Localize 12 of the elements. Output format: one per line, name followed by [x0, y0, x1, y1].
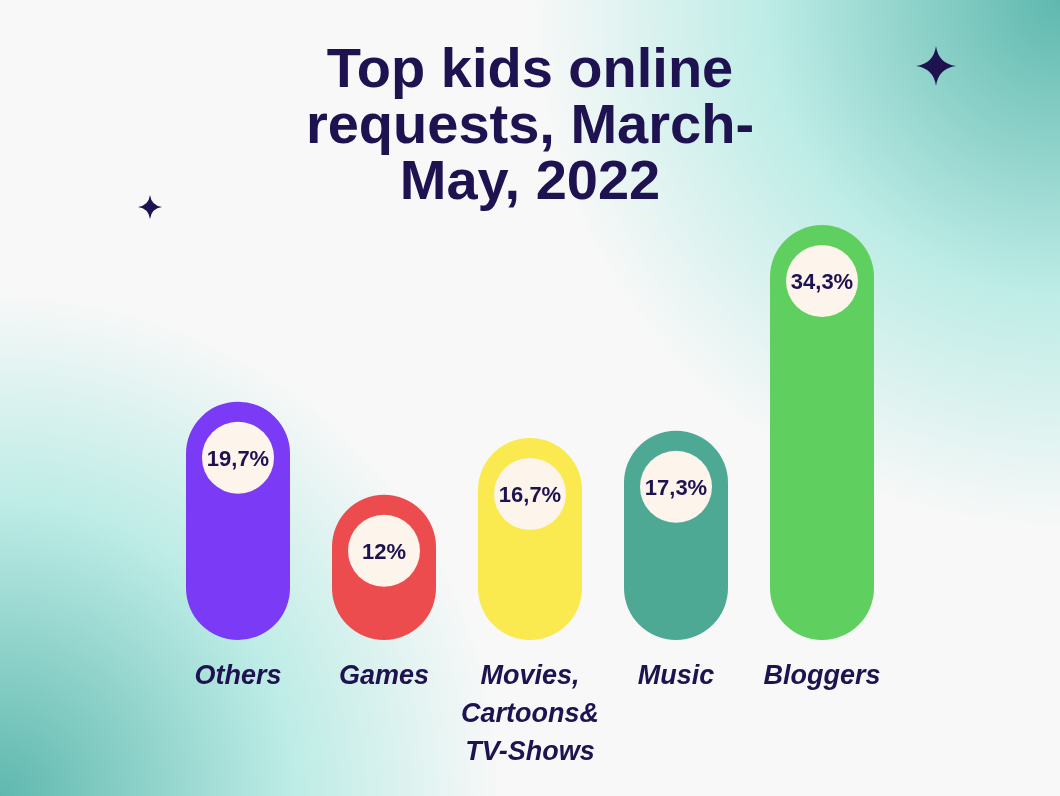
data-label: 12% — [361, 538, 407, 564]
bar — [770, 225, 874, 640]
x-tick-label: Music — [637, 660, 715, 690]
chart-title: Top kids online requests, March-May, 2022 — [305, 36, 755, 211]
x-tick-label: Games — [338, 660, 430, 690]
x-tick-label: Movies, Cartoons& TV-Shows — [460, 660, 600, 766]
x-tick-label: Others — [194, 660, 282, 690]
data-label: 34,3% — [790, 269, 854, 294]
data-label: 19,7% — [206, 445, 270, 471]
x-tick-label: Bloggers — [763, 660, 881, 690]
data-label: 16,7% — [498, 481, 562, 507]
data-label: 17,3% — [644, 474, 708, 500]
